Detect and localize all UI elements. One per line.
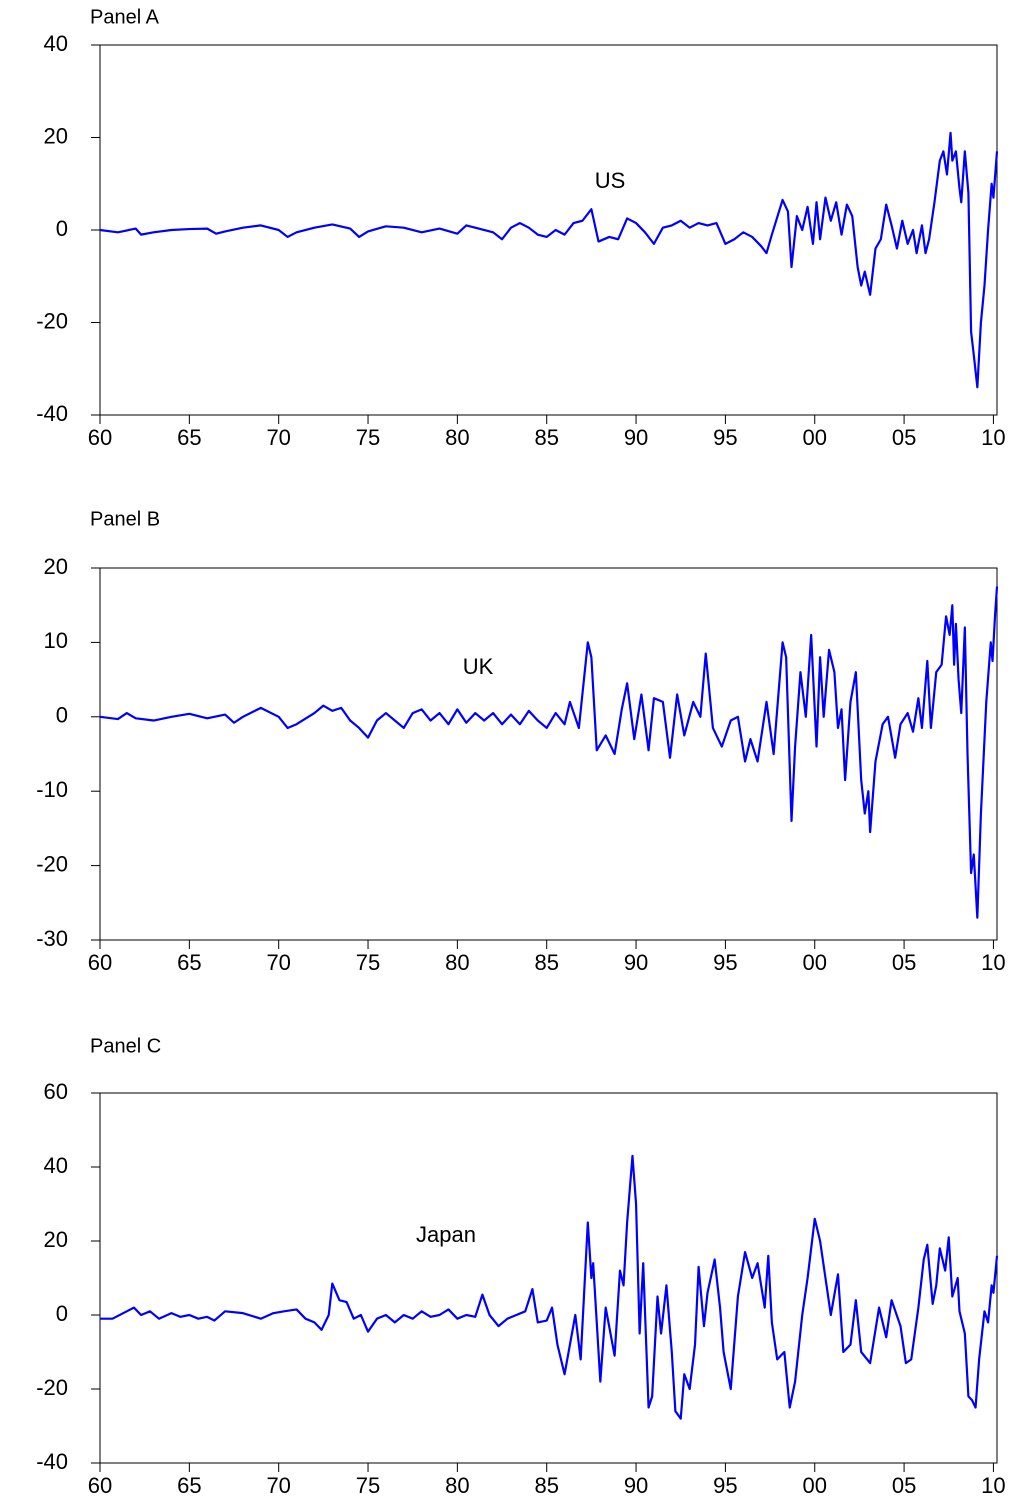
y-tick-label: -20 xyxy=(36,308,68,333)
x-tick-label: 80 xyxy=(445,950,469,975)
data-line xyxy=(99,131,999,389)
annotation: Japan xyxy=(416,1222,476,1247)
x-tick-label: 70 xyxy=(266,425,290,450)
plot-frame xyxy=(99,1092,998,1464)
x-tick-label: 00 xyxy=(802,1473,826,1498)
data-line xyxy=(99,586,999,919)
y-tick-label: 0 xyxy=(56,216,68,241)
x-tick-label: 75 xyxy=(356,950,380,975)
y-tick-label: -30 xyxy=(36,926,68,951)
x-tick-label: 65 xyxy=(177,950,201,975)
y-tick-label: -20 xyxy=(36,851,68,876)
plot-frame xyxy=(99,567,998,941)
y-tick-label: 20 xyxy=(44,123,68,148)
x-tick-label: 05 xyxy=(892,950,916,975)
panel-title: Panel A xyxy=(90,6,160,28)
x-tick-label: 90 xyxy=(624,425,648,450)
x-tick-label: 90 xyxy=(624,1473,648,1498)
panel-title: Panel B xyxy=(90,508,160,530)
x-tick-label: 05 xyxy=(892,425,916,450)
x-tick-label: 00 xyxy=(802,950,826,975)
x-tick-label: 60 xyxy=(88,1473,112,1498)
y-tick-label: -40 xyxy=(36,1449,68,1474)
x-tick-label: 60 xyxy=(88,950,112,975)
x-tick-label: 95 xyxy=(713,425,737,450)
y-tick-label: 40 xyxy=(44,1153,68,1178)
x-tick-label: 85 xyxy=(534,1473,558,1498)
y-tick-label: 60 xyxy=(44,1079,68,1104)
panel-title: Panel C xyxy=(90,1035,161,1057)
x-tick-label: 00 xyxy=(802,425,826,450)
annotation: UK xyxy=(463,654,494,679)
x-tick-label: 70 xyxy=(266,950,290,975)
x-tick-label: 95 xyxy=(713,950,737,975)
x-tick-label: 65 xyxy=(177,1473,201,1498)
y-tick-label: 0 xyxy=(56,1301,68,1326)
x-tick-label: 10 xyxy=(981,425,1005,450)
y-tick-label: -20 xyxy=(36,1375,68,1400)
x-tick-label: 70 xyxy=(266,1473,290,1498)
x-tick-label: 85 xyxy=(534,425,558,450)
x-tick-label: 80 xyxy=(445,425,469,450)
x-tick-label: 10 xyxy=(981,1473,1005,1498)
x-tick-label: 05 xyxy=(892,1473,916,1498)
annotation: US xyxy=(595,168,626,193)
y-tick-label: 40 xyxy=(44,31,68,56)
y-tick-label: 10 xyxy=(44,628,68,653)
x-tick-label: 60 xyxy=(88,425,112,450)
data-line xyxy=(100,1154,999,1420)
x-tick-label: 75 xyxy=(356,425,380,450)
y-tick-label: 0 xyxy=(56,703,68,728)
x-tick-label: 90 xyxy=(624,950,648,975)
y-tick-label: 20 xyxy=(44,554,68,579)
y-tick-label: -10 xyxy=(36,777,68,802)
x-tick-label: 85 xyxy=(534,950,558,975)
x-tick-label: 75 xyxy=(356,1473,380,1498)
x-tick-label: 65 xyxy=(177,425,201,450)
x-tick-label: 95 xyxy=(713,1473,737,1498)
y-tick-label: 20 xyxy=(44,1227,68,1252)
x-tick-label: 10 xyxy=(981,950,1005,975)
y-tick-label: -40 xyxy=(36,401,68,426)
x-tick-label: 80 xyxy=(445,1473,469,1498)
